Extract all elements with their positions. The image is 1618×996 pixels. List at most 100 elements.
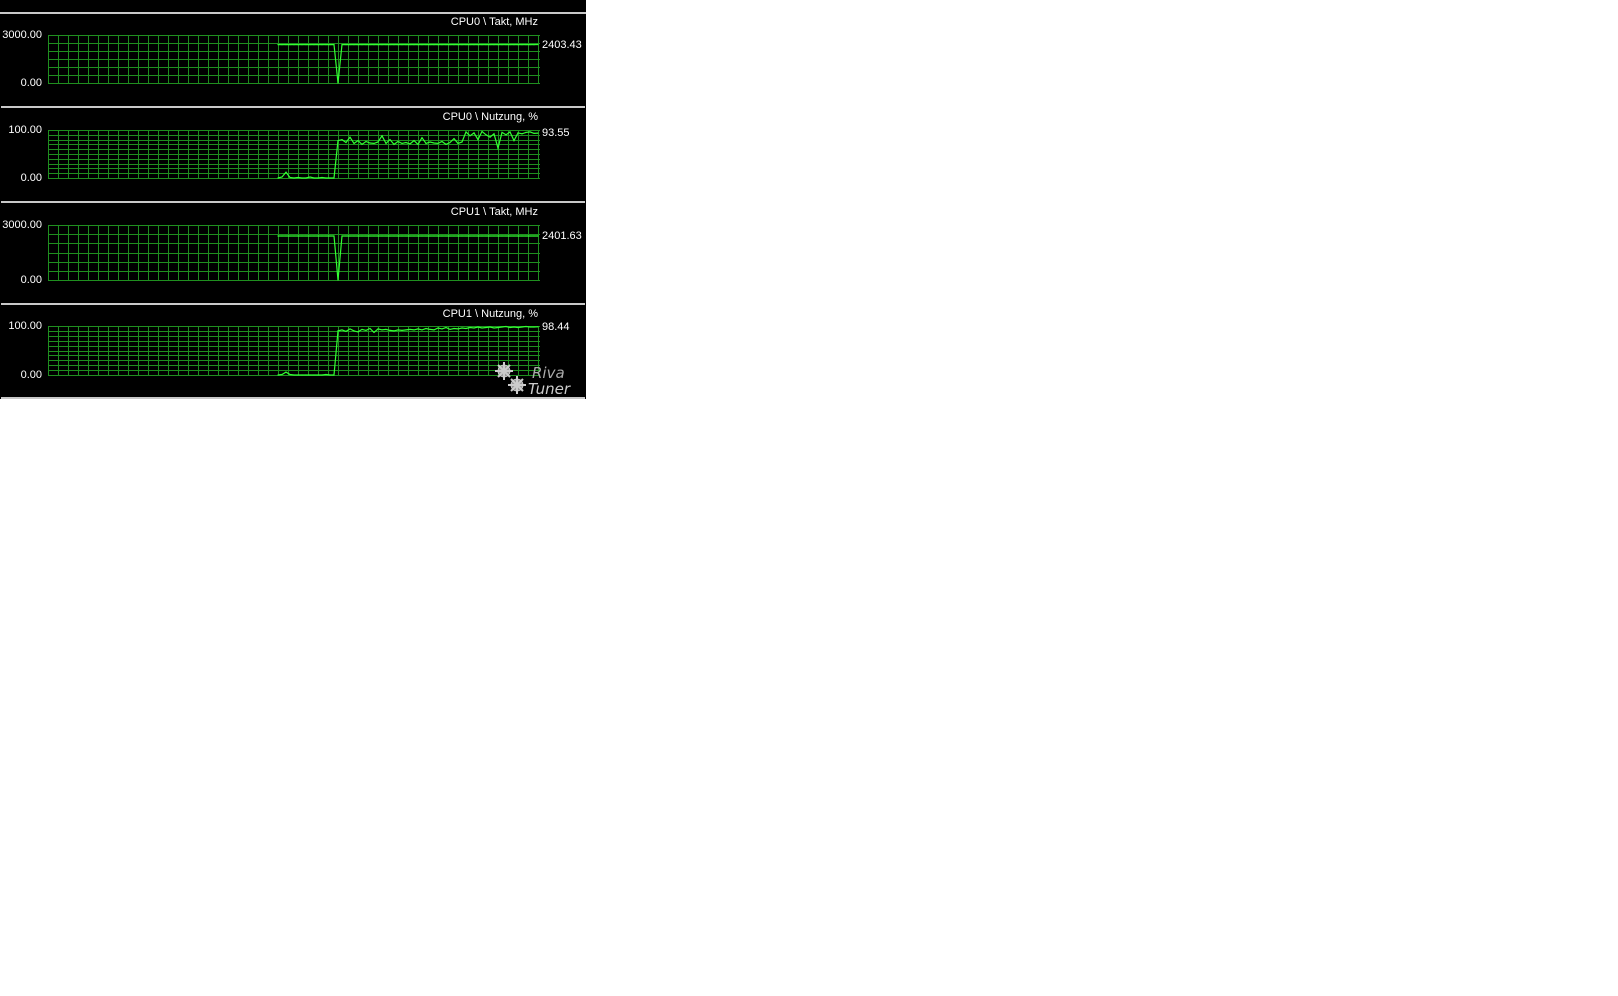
graph-plot <box>48 35 540 84</box>
data-point <box>345 235 347 237</box>
data-point <box>537 132 539 134</box>
data-point <box>533 132 535 134</box>
data-point <box>465 131 467 133</box>
data-point <box>285 44 287 46</box>
data-point <box>381 329 383 331</box>
data-point <box>409 143 411 145</box>
graph-plot <box>48 130 540 179</box>
data-point <box>529 131 531 133</box>
data-point <box>485 235 487 237</box>
data-point <box>461 141 463 143</box>
data-point <box>413 329 415 331</box>
data-point <box>289 235 291 237</box>
current-value: 2401.63 <box>542 229 582 242</box>
data-point <box>501 131 503 133</box>
data-point <box>389 329 391 332</box>
data-point <box>477 235 479 237</box>
data-point <box>469 235 471 237</box>
data-point <box>337 330 339 332</box>
data-point <box>509 235 511 237</box>
data-point <box>281 373 283 376</box>
data-point <box>517 326 519 329</box>
data-point <box>449 235 451 237</box>
data-point <box>509 326 511 329</box>
data-point <box>481 327 483 329</box>
data-point <box>385 142 387 145</box>
data-point <box>329 235 331 237</box>
data-point <box>317 374 319 376</box>
data-point <box>533 235 535 237</box>
data-point <box>481 235 483 237</box>
data-point <box>397 140 399 143</box>
data-point <box>329 177 331 179</box>
data-point <box>301 374 303 376</box>
data-point <box>473 327 475 329</box>
data-point <box>293 374 295 376</box>
data-point <box>333 44 335 46</box>
data-point <box>489 326 491 328</box>
data-point <box>525 131 527 133</box>
data-point <box>469 135 471 137</box>
data-point <box>309 235 311 237</box>
data-point <box>317 44 319 46</box>
data-point <box>377 235 379 237</box>
data-point <box>385 328 387 331</box>
hardware-monitor: CPU0 \ Takt, MHz 3000.00 0.00 2403.43 CPU0… <box>0 0 586 399</box>
data-point <box>417 143 419 145</box>
data-point <box>473 132 475 134</box>
data-point <box>417 44 419 46</box>
data-point <box>421 44 423 46</box>
data-point <box>277 235 279 237</box>
data-point <box>437 327 439 329</box>
data-point <box>441 140 443 143</box>
data-point <box>305 177 307 179</box>
y-max-label: 100.00 <box>8 320 42 332</box>
y-min-label: 0.00 <box>20 172 42 184</box>
data-point <box>281 176 283 178</box>
data-point <box>325 44 327 46</box>
data-point <box>413 235 415 237</box>
data-point <box>393 330 395 332</box>
data-point <box>317 177 319 179</box>
data-point <box>345 141 347 144</box>
data-point <box>529 235 531 237</box>
data-point <box>337 139 339 142</box>
data-point <box>397 235 399 237</box>
data-point <box>349 44 351 46</box>
data-point <box>305 44 307 46</box>
data-point <box>393 143 395 145</box>
data-point <box>441 235 443 237</box>
y-min-label: 0.00 <box>20 274 42 286</box>
data-point <box>285 171 287 173</box>
y-max-label: 100.00 <box>8 124 42 136</box>
data-point <box>465 235 467 237</box>
data-point <box>505 325 507 328</box>
data-point <box>417 328 419 330</box>
data-point <box>437 44 439 46</box>
data-point <box>389 139 391 141</box>
data-point <box>313 374 315 376</box>
data-point <box>309 374 311 376</box>
data-point <box>365 329 367 332</box>
data-point <box>433 142 435 144</box>
data-point <box>481 44 483 46</box>
data-point <box>433 44 435 46</box>
data-point <box>341 44 343 46</box>
data-point <box>461 327 463 329</box>
y-min-label: 0.00 <box>20 77 42 89</box>
data-point <box>349 136 351 138</box>
data-point <box>437 142 439 145</box>
data-point <box>445 326 447 329</box>
data-point <box>345 44 347 46</box>
data-point <box>333 177 335 179</box>
data-point <box>365 235 367 237</box>
data-point <box>401 142 403 145</box>
data-point <box>277 44 279 46</box>
data-point <box>425 142 427 145</box>
data-point <box>293 177 295 179</box>
data-point <box>357 235 359 237</box>
data-point <box>421 235 423 237</box>
data-point <box>373 235 375 237</box>
data-point <box>301 235 303 237</box>
data-point <box>321 235 323 237</box>
